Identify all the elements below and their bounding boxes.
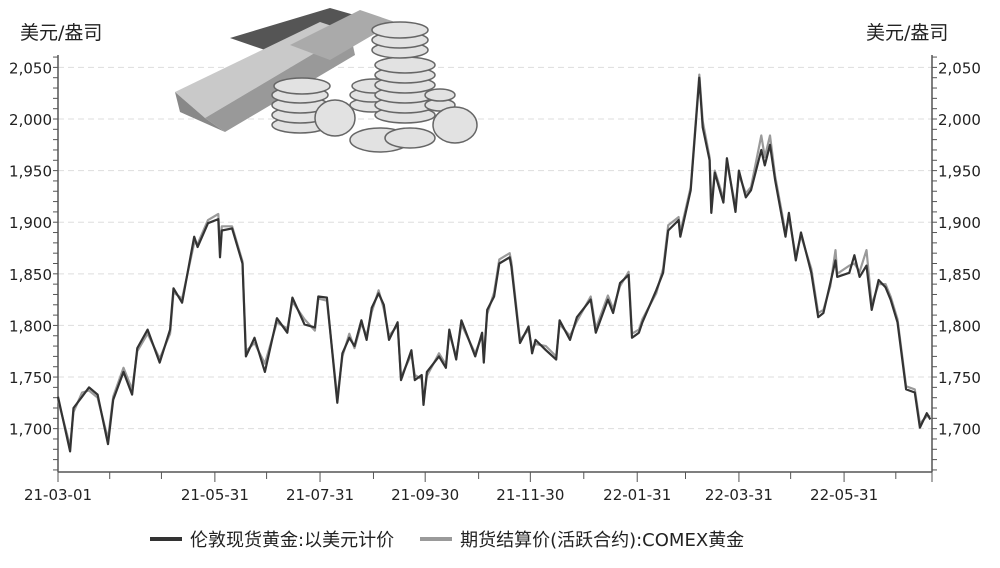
y-tick-label-left: 1,850 — [9, 266, 52, 284]
gold-bars-coins-illustration — [175, 8, 478, 153]
x-tick-label: 22-03-31 — [705, 486, 773, 504]
legend-label: 伦敦现货黄金:以美元计价 — [190, 530, 395, 551]
grid-lines — [58, 66, 932, 430]
y-tick-label-left: 1,900 — [9, 214, 52, 232]
legend-item-london-spot: 伦敦现货黄金:以美元计价 — [150, 526, 394, 552]
y-tick-label-right: 1,900 — [938, 214, 981, 232]
y-tick-label-left: 1,700 — [9, 421, 52, 439]
y-tick-label-left: 1,750 — [9, 369, 52, 387]
legend-item-comex: 期货结算价(活跃合约):COMEX黄金 — [420, 526, 744, 552]
series-lines — [56, 73, 932, 453]
legend: 伦敦现货黄金:以美元计价 期货结算价(活跃合约):COMEX黄金 — [150, 526, 770, 552]
legend-label: 期货结算价(活跃合约):COMEX黄金 — [460, 530, 745, 551]
y-tick-label-left: 2,000 — [9, 111, 52, 129]
series-line-london-spot — [56, 76, 932, 453]
y-tick-label-right: 1,700 — [938, 421, 981, 439]
y-tick-label-left: 1,950 — [9, 163, 52, 181]
y-tick-label-right: 1,750 — [938, 369, 981, 387]
x-tick-label: 21-11-30 — [496, 486, 564, 504]
left-axis-unit: 美元/盎司 — [20, 22, 103, 44]
y-tick-label-left: 2,050 — [9, 59, 52, 77]
y-tick-label-right: 2,000 — [938, 111, 981, 129]
x-tick-label: 21-07-31 — [286, 486, 354, 504]
x-tick-label: 21-09-30 — [391, 486, 459, 504]
axes: 1,700 1,700 1,750 1,750 1,800 1,800 1,850 1,850… — [9, 55, 981, 504]
right-axis-unit: 美元/盎司 — [866, 22, 949, 44]
y-tick-label-right: 1,800 — [938, 317, 981, 335]
y-tick-label-right: 1,850 — [938, 266, 981, 284]
x-tick-label: 22-01-31 — [603, 486, 671, 504]
y-tick-label-right: 1,950 — [938, 163, 981, 181]
x-tick-label: 22-05-31 — [810, 486, 878, 504]
x-tick-label: 21-03-01 — [24, 486, 92, 504]
y-tick-label-left: 1,800 — [9, 317, 52, 335]
y-tick-label-right: 2,050 — [938, 59, 981, 77]
x-tick-label: 21-05-31 — [181, 486, 249, 504]
legend-swatch-light — [420, 537, 453, 541]
legend-swatch-dark — [150, 537, 182, 541]
